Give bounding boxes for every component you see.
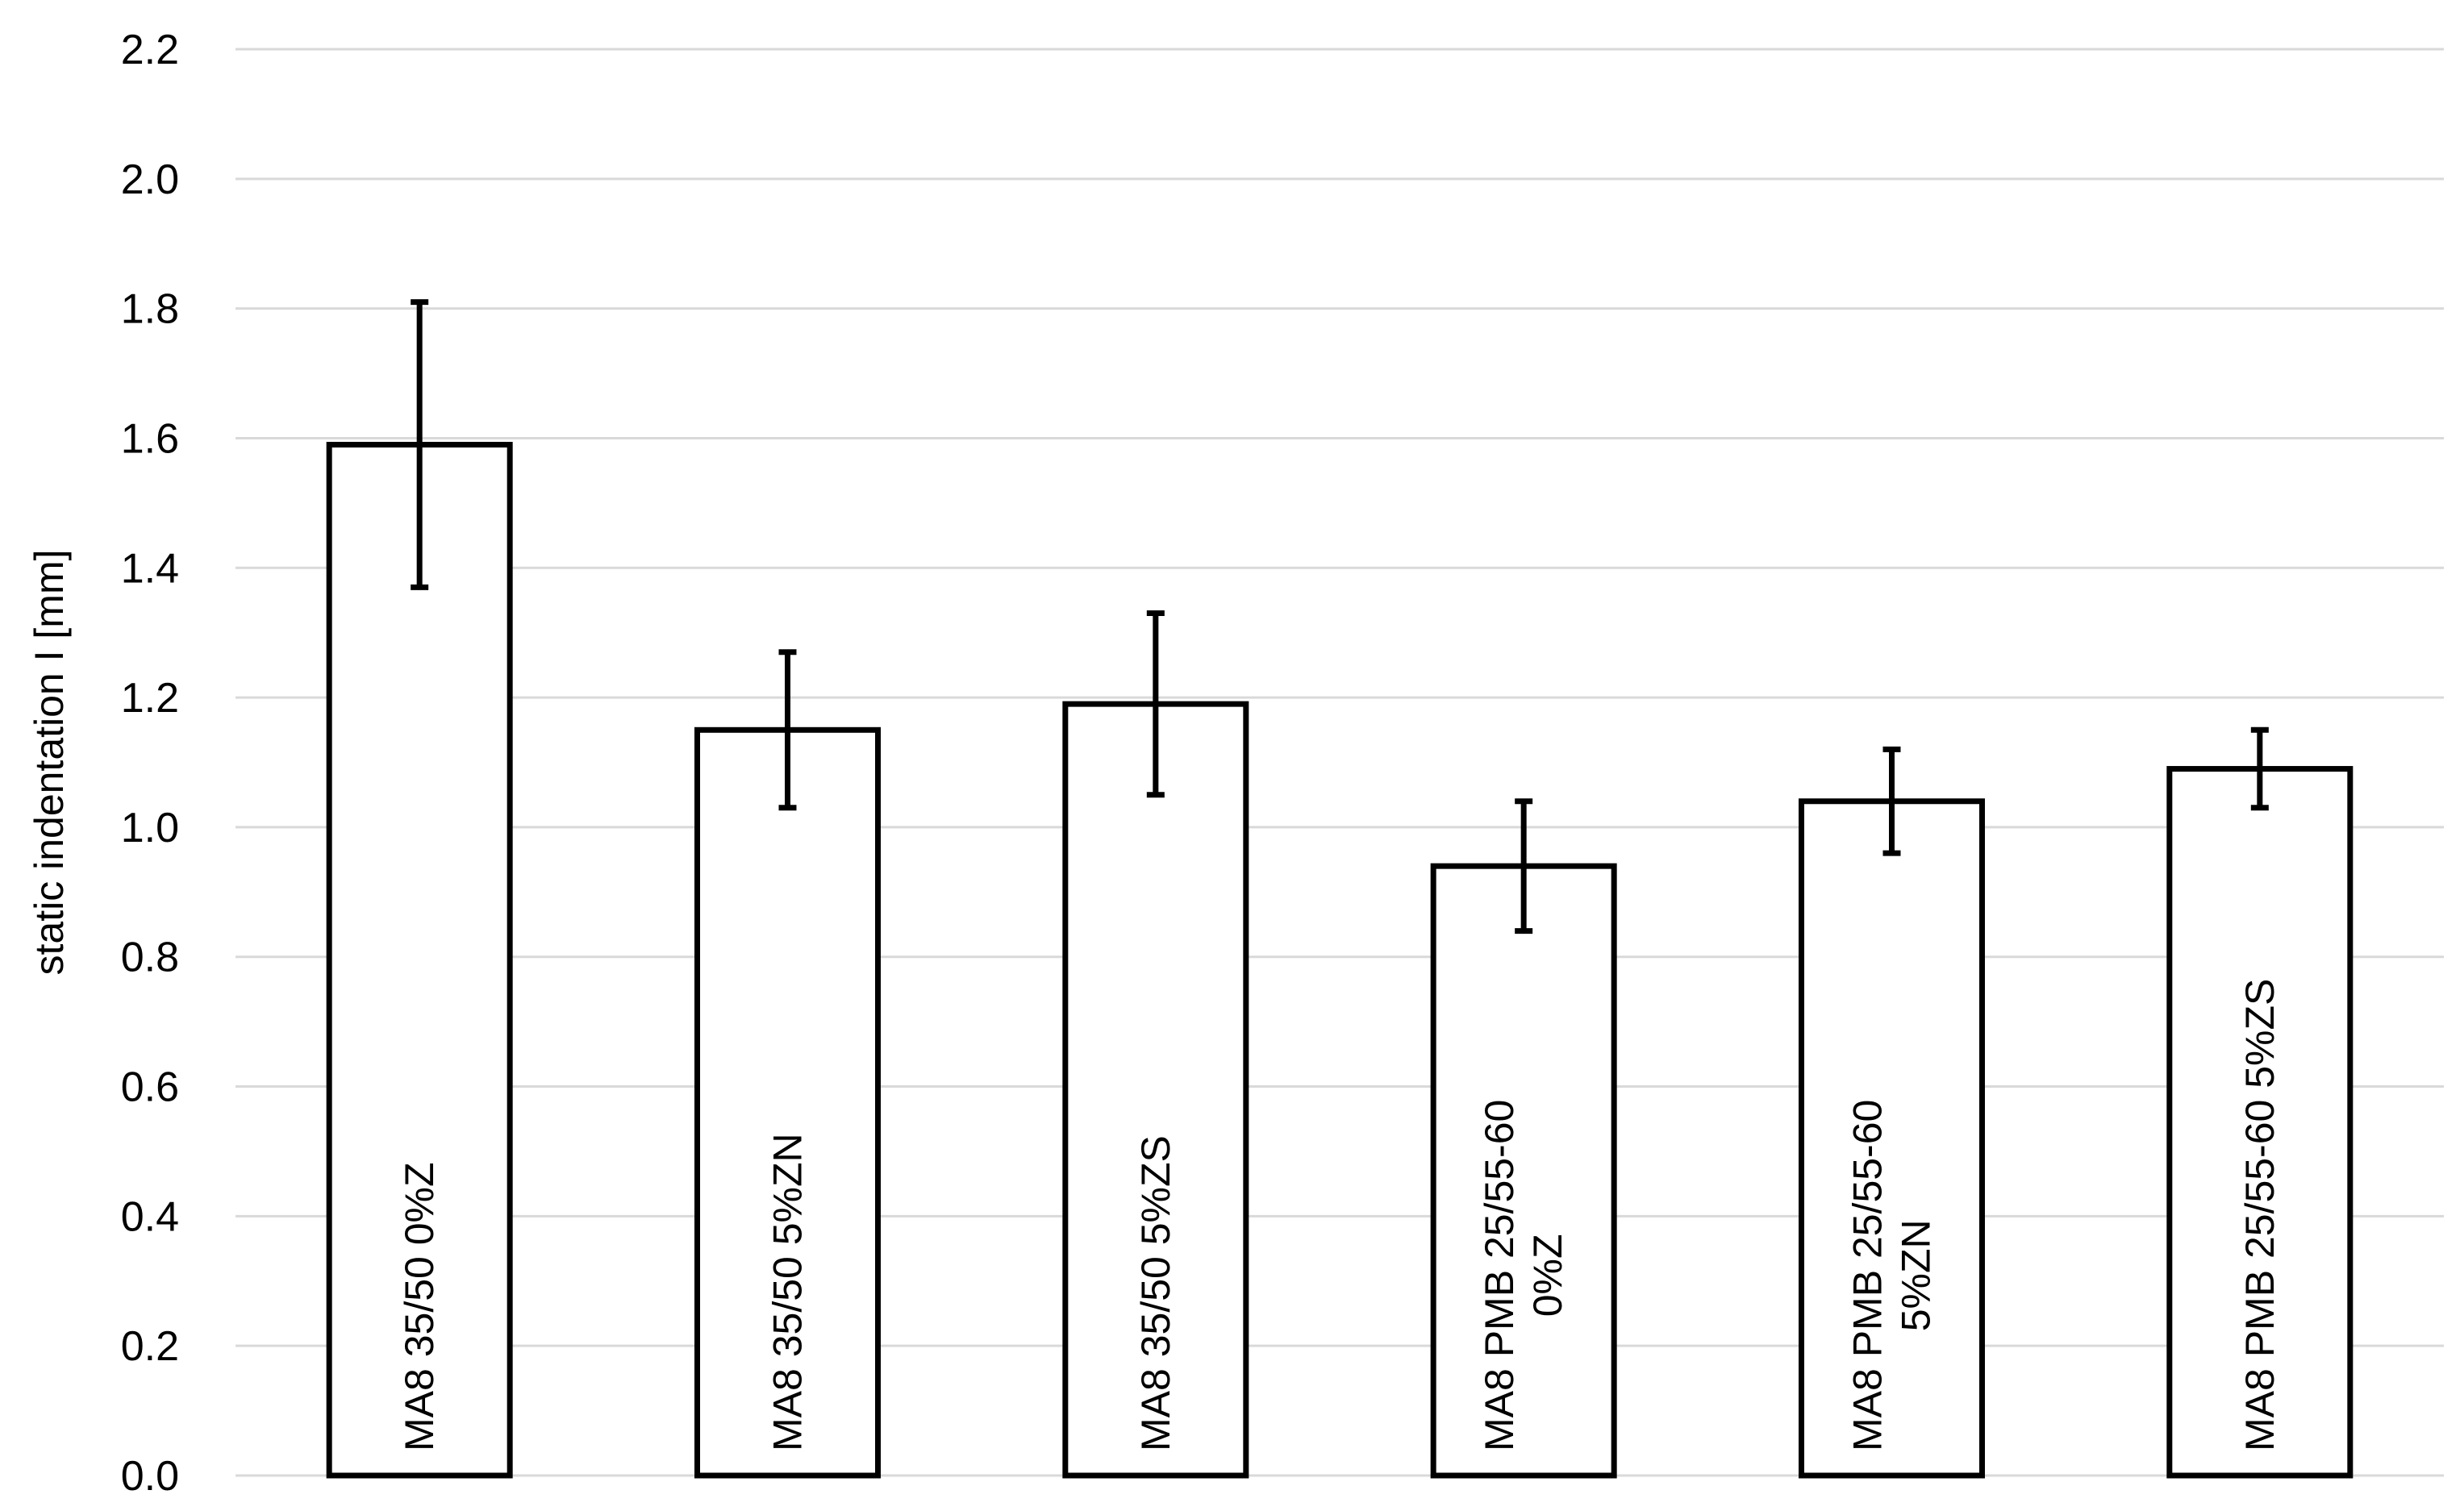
- y-tick-label: 0.6: [121, 1064, 179, 1111]
- bar-category-label: MA8 35/50 0%Z: [397, 1162, 442, 1451]
- y-tick-label: 0.4: [121, 1193, 179, 1240]
- bars: MA8 35/50 0%Z MA8 35/50 5%ZN MA8 35/50 5%Z…: [326, 299, 2354, 1479]
- bar-category-label: MA8 PMB 25/55-60 5%ZS: [2237, 979, 2283, 1451]
- y-tick-label: 1.6: [121, 415, 179, 462]
- bar: [326, 441, 513, 1479]
- gridlines: [236, 48, 2444, 1477]
- y-tick-label: 0.8: [121, 934, 179, 981]
- bar: [1430, 863, 1617, 1479]
- y-tick-label: 0.0: [121, 1453, 179, 1500]
- y-tick-label: 2.2: [121, 27, 179, 73]
- y-tick-label: 1.4: [121, 545, 179, 592]
- y-axis-title: static indentation I [mm]: [27, 549, 72, 975]
- bar-category-label: MA8 35/50 5%ZS: [1133, 1135, 1178, 1451]
- y-tick-label: 1.8: [121, 286, 179, 333]
- bar-group: MA8 35/50 0%Z: [326, 299, 513, 1479]
- bar: [1799, 798, 1985, 1479]
- bar-category-label-line: 0%Z: [1525, 1234, 1570, 1317]
- y-tick-label: 0.2: [121, 1323, 179, 1370]
- bar-group: MA8 35/50 5%ZS: [1062, 610, 1249, 1479]
- bar-category-label-line: MA8 PMB 25/55-60: [1845, 1100, 1891, 1451]
- bar: [2166, 766, 2354, 1479]
- bar-group: MA8 35/50 5%ZN: [694, 649, 881, 1479]
- bar-group: MA8 PMB 25/55-60 5%ZS: [2166, 726, 2354, 1479]
- bar-category-label-line: MA8 PMB 25/55-60: [1477, 1100, 1522, 1451]
- bar-category-label: MA8 PMB 25/55-600%Z: [1477, 1100, 1570, 1451]
- bar-category-label: MA8 35/50 5%ZN: [765, 1133, 811, 1451]
- bar-category-label-line: 5%ZN: [1894, 1219, 1939, 1331]
- bar-group: MA8 PMB 25/55-605%ZN: [1799, 746, 1985, 1479]
- y-tick-label: 1.2: [121, 675, 179, 722]
- bar-category-label-line: MA8 35/50 5%ZS: [1133, 1135, 1178, 1451]
- bar-category-label-line: MA8 35/50 5%ZN: [765, 1133, 811, 1451]
- y-tick-label: 2.0: [121, 156, 179, 203]
- y-axis-tick-labels: 0.0 0.2 0.4 0.6 0.8 1.0 1.2 1.4 1.6 1.8 2.0 2.2: [121, 27, 179, 1500]
- bar-group: MA8 PMB 25/55-600%Z: [1430, 798, 1617, 1479]
- bar-category-label-line: MA8 PMB 25/55-60 5%ZS: [2237, 979, 2283, 1451]
- bar-category-label-line: MA8 35/50 0%Z: [397, 1162, 442, 1451]
- bar-category-label: MA8 PMB 25/55-605%ZN: [1845, 1100, 1939, 1451]
- bar: [694, 726, 881, 1479]
- y-tick-label: 1.0: [121, 805, 179, 851]
